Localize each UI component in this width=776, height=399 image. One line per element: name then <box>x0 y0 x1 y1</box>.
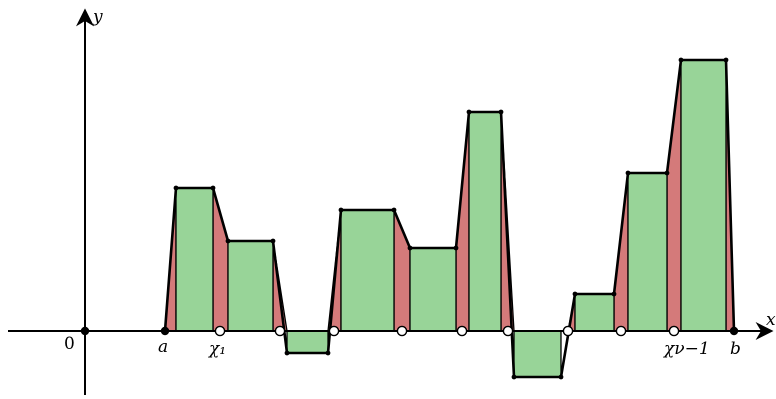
vertex-dot <box>466 109 472 115</box>
vertex-dots <box>173 57 729 380</box>
open-point <box>668 325 680 337</box>
a-label: a <box>158 337 168 357</box>
b-label: b <box>730 339 741 359</box>
origin-label: 0 <box>64 334 75 354</box>
step-rect <box>680 59 727 332</box>
vertex-dot <box>270 238 276 244</box>
vertex-dot <box>210 185 216 191</box>
vertex-dot <box>723 57 729 63</box>
open-point <box>214 325 226 337</box>
vertex-dot <box>558 374 564 380</box>
step-rect <box>409 247 457 332</box>
step-rect <box>468 111 502 332</box>
vertex-dot <box>453 245 459 251</box>
vertex-dot <box>284 350 290 356</box>
vertex-dot <box>611 291 617 297</box>
open-point <box>396 325 408 337</box>
step-rectangles <box>175 59 727 378</box>
a-point <box>160 326 170 336</box>
vertex-dot <box>511 374 517 380</box>
chi-1-label: χ₁ <box>208 339 226 359</box>
b-point <box>729 326 739 336</box>
step-rect <box>340 209 395 332</box>
open-point <box>274 325 286 337</box>
vertex-dot <box>498 109 504 115</box>
vertex-dot <box>407 245 413 251</box>
vertex-dot <box>325 350 331 356</box>
transition-region <box>666 59 682 332</box>
vertex-dot <box>391 207 397 213</box>
chi-nu-minus-1-label: χν−1 <box>663 339 710 359</box>
vertex-dot <box>625 170 631 176</box>
transition-region <box>212 187 229 332</box>
vertex-dot <box>664 170 670 176</box>
step-rect <box>175 187 214 332</box>
step-rect <box>574 293 615 332</box>
open-point <box>562 325 574 337</box>
y-axis-label: y <box>92 7 103 27</box>
vertex-dot <box>225 238 231 244</box>
vertex-dot <box>678 57 684 63</box>
step-rect <box>286 330 329 354</box>
open-point <box>615 325 627 337</box>
step-rect <box>513 330 562 378</box>
partition-points <box>214 325 680 337</box>
step-rect <box>627 172 668 332</box>
step-rect <box>227 240 274 332</box>
vertex-dot <box>173 185 179 191</box>
vertex-dot <box>572 291 578 297</box>
open-point <box>328 325 340 337</box>
vertex-dot <box>338 207 344 213</box>
x-axis-label: x <box>766 310 776 330</box>
open-point <box>502 325 514 337</box>
function-graph <box>163 58 736 379</box>
origin-point <box>80 326 90 336</box>
open-point <box>456 325 468 337</box>
